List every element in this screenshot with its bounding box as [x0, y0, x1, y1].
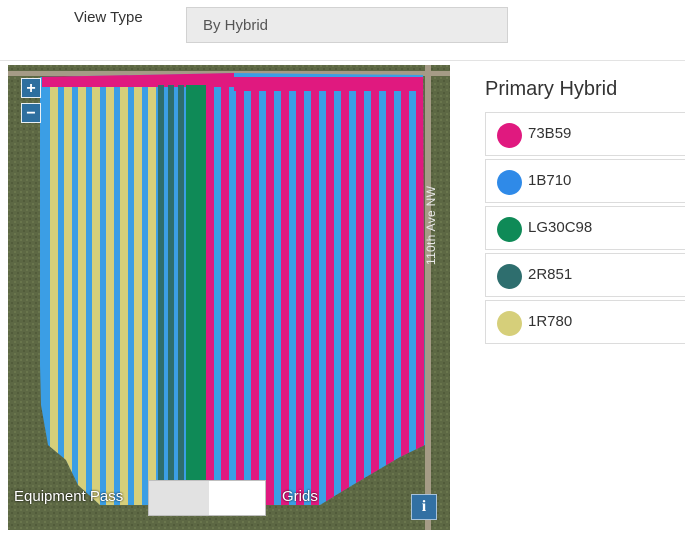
swatch-lg30c98 [497, 217, 522, 242]
swatch-1r780 [497, 311, 522, 336]
swatch-73b59 [497, 123, 522, 148]
legend-label: 2R851 [528, 266, 573, 283]
legend-item-1r780[interactable]: 1R780 [485, 300, 685, 344]
swatch-1b710 [497, 170, 522, 195]
pass-73b59 [206, 83, 214, 505]
zoom-out-button[interactable]: − [21, 103, 41, 123]
legend-item-1b710[interactable]: 1B710 [485, 159, 685, 203]
grids-label: Grids [282, 488, 318, 505]
pass-73b59 [296, 83, 304, 505]
info-icon[interactable]: i [411, 494, 437, 520]
pass-1r780 [64, 85, 72, 505]
headland-73b59 [42, 73, 234, 87]
legend-item-73b59[interactable]: 73B59 [485, 112, 685, 156]
pass-73b59 [266, 83, 274, 505]
view-type-label: View Type [74, 9, 143, 26]
zoom-in-button[interactable]: + [21, 78, 41, 98]
pass-73b59 [251, 83, 259, 505]
pass-2r851 [158, 85, 164, 505]
field-map[interactable]: + − 110th Ave NW Equipment Pass Grids i [8, 65, 450, 530]
pass-73b59 [326, 83, 334, 505]
view-type-select[interactable]: By Hybrid [186, 7, 508, 43]
pass-2r851 [178, 85, 184, 505]
pass-1r780 [134, 85, 142, 505]
toggle-knob[interactable] [149, 481, 209, 515]
pass-2r851 [168, 85, 174, 505]
legend-label: 1B710 [528, 172, 572, 189]
pass-73b59 [416, 83, 424, 505]
legend-item-lg30c98[interactable]: LG30C98 [485, 206, 685, 250]
pass-1r780 [148, 85, 156, 505]
pass-73b59 [221, 83, 229, 505]
pass-73b59 [386, 83, 394, 505]
planting-passes [42, 73, 424, 505]
equipment-grids-toggle[interactable] [148, 480, 266, 516]
pass-1r780 [78, 85, 86, 505]
pass-73b59 [281, 83, 289, 505]
legend-label: 1R780 [528, 313, 573, 330]
swatch-2r851 [497, 264, 522, 289]
pass-73b59 [341, 83, 349, 505]
pass-73b59 [371, 83, 379, 505]
legend-label: 73B59 [528, 125, 572, 142]
pass-lg30c98 [186, 85, 196, 505]
legend-item-2r851[interactable]: 2R851 [485, 253, 685, 297]
pass-1r780 [120, 85, 128, 505]
road-vertical [425, 65, 431, 530]
pass-1r780 [92, 85, 100, 505]
pass-1r780 [106, 85, 114, 505]
pass-1r780 [50, 85, 58, 505]
view-type-selected-value: By Hybrid [203, 17, 269, 34]
legend-label: LG30C98 [528, 219, 593, 236]
pass-lg30c98 [196, 85, 206, 505]
pass-73b59 [401, 83, 409, 505]
view-type-bar: View Type By Hybrid [0, 0, 685, 61]
headland-73b59 [234, 77, 424, 91]
hybrid-legend: 73B59 1B710 LG30C98 2R851 1R780 [485, 112, 685, 347]
equipment-pass-label: Equipment Pass [14, 488, 124, 505]
legend-title: Primary Hybrid [485, 78, 618, 100]
pass-73b59 [311, 83, 319, 505]
pass-73b59 [236, 83, 244, 505]
pass-73b59 [356, 83, 364, 505]
map-canvas [8, 65, 450, 530]
road-label: 110th Ave NW [424, 185, 438, 265]
